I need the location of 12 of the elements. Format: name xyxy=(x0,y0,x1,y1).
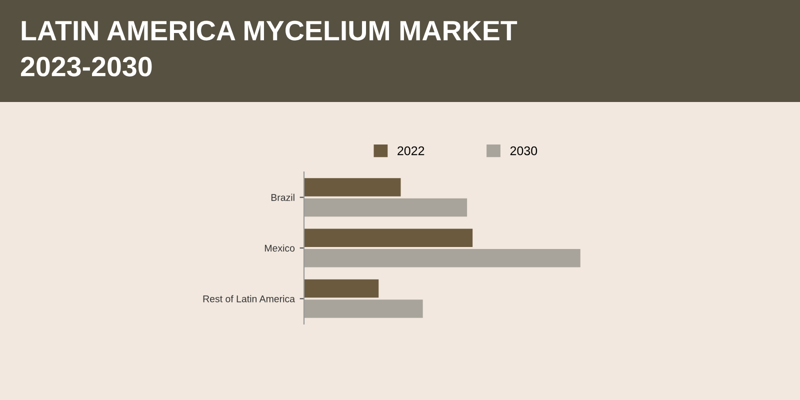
y-tick-label: Rest of Latin America xyxy=(203,295,295,302)
bar xyxy=(304,279,379,298)
legend-label: 2030 xyxy=(510,146,538,156)
y-tick-label: Mexico xyxy=(264,244,295,252)
bar xyxy=(304,198,468,217)
legend-label: 2022 xyxy=(398,146,424,156)
chart-title: LATIN AMERICA MYCELIUM MARKET 2023-2030 xyxy=(20,20,518,76)
bar xyxy=(304,300,423,318)
bar xyxy=(304,228,473,247)
bar xyxy=(304,178,401,196)
y-tick-label: Brazil xyxy=(271,194,294,201)
bar xyxy=(304,249,580,268)
